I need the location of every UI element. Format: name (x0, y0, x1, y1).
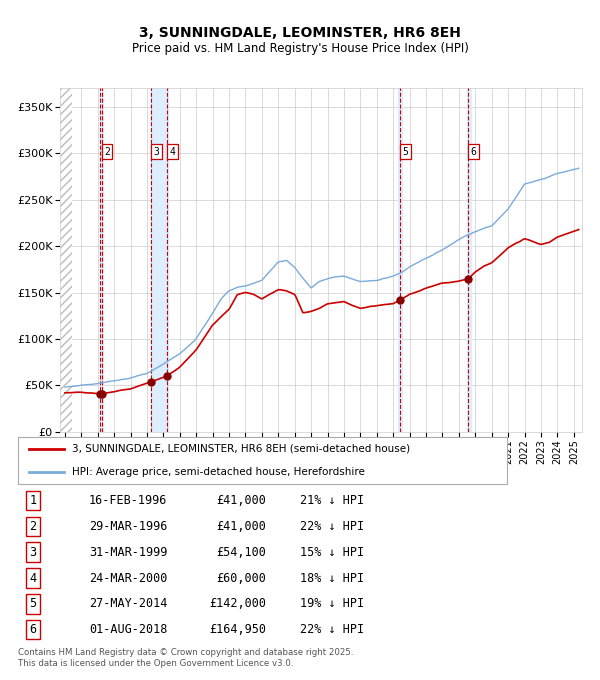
Text: £41,000: £41,000 (217, 520, 266, 533)
Text: Price paid vs. HM Land Registry's House Price Index (HPI): Price paid vs. HM Land Registry's House … (131, 42, 469, 55)
Text: 21% ↓ HPI: 21% ↓ HPI (300, 494, 364, 507)
Text: 5: 5 (29, 597, 37, 611)
Text: 3, SUNNINGDALE, LEOMINSTER, HR6 8EH (semi-detached house): 3, SUNNINGDALE, LEOMINSTER, HR6 8EH (sem… (73, 444, 410, 454)
Text: 6: 6 (471, 146, 477, 156)
Text: 2: 2 (29, 520, 37, 533)
FancyBboxPatch shape (18, 437, 508, 484)
Text: 4: 4 (170, 146, 176, 156)
Text: 2: 2 (104, 146, 110, 156)
Text: 22% ↓ HPI: 22% ↓ HPI (300, 520, 364, 533)
Bar (60, 88, 72, 432)
Text: Contains HM Land Registry data © Crown copyright and database right 2025.
This d: Contains HM Land Registry data © Crown c… (18, 648, 353, 668)
Text: 29-MAR-1996: 29-MAR-1996 (89, 520, 167, 533)
Text: 6: 6 (29, 623, 37, 636)
Text: 01-AUG-2018: 01-AUG-2018 (89, 623, 167, 636)
Text: 16-FEB-1996: 16-FEB-1996 (89, 494, 167, 507)
Text: £142,000: £142,000 (209, 597, 266, 611)
Text: 22% ↓ HPI: 22% ↓ HPI (300, 623, 364, 636)
Text: 1: 1 (29, 494, 37, 507)
Bar (467, 88, 471, 432)
Text: 4: 4 (29, 571, 37, 585)
Text: 5: 5 (402, 146, 408, 156)
Text: HPI: Average price, semi-detached house, Herefordshire: HPI: Average price, semi-detached house,… (73, 467, 365, 477)
Text: 3, SUNNINGDALE, LEOMINSTER, HR6 8EH: 3, SUNNINGDALE, LEOMINSTER, HR6 8EH (139, 26, 461, 40)
Text: 3: 3 (154, 146, 160, 156)
Text: 24-MAR-2000: 24-MAR-2000 (89, 571, 167, 585)
Text: £41,000: £41,000 (217, 494, 266, 507)
Text: £60,000: £60,000 (217, 571, 266, 585)
Text: 3: 3 (29, 545, 37, 559)
Text: 19% ↓ HPI: 19% ↓ HPI (300, 597, 364, 611)
Text: £54,100: £54,100 (217, 545, 266, 559)
Bar (398, 88, 402, 432)
Text: 31-MAR-1999: 31-MAR-1999 (89, 545, 167, 559)
Bar (100, 88, 103, 432)
Bar (151, 88, 169, 432)
Text: 18% ↓ HPI: 18% ↓ HPI (300, 571, 364, 585)
Text: 27-MAY-2014: 27-MAY-2014 (89, 597, 167, 611)
Text: £164,950: £164,950 (209, 623, 266, 636)
Text: 15% ↓ HPI: 15% ↓ HPI (300, 545, 364, 559)
